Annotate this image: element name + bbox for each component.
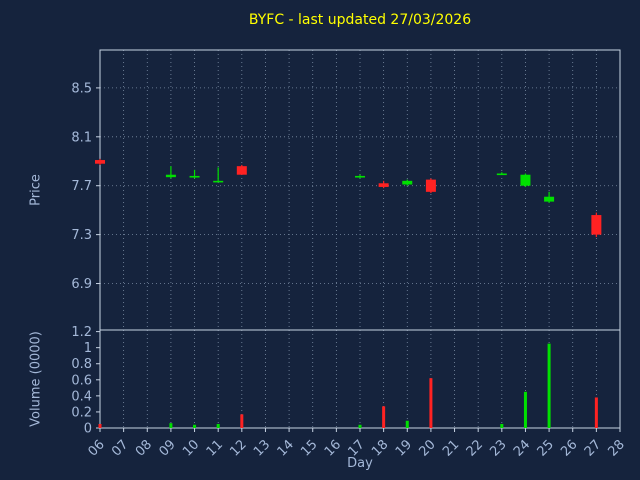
- volume-bar-day-17: [358, 424, 362, 428]
- day-tick-label: 09: [156, 437, 178, 459]
- candle-day-17: [355, 174, 365, 179]
- volume-tick-label: 0: [84, 422, 92, 437]
- day-axis-label: Day: [347, 456, 373, 471]
- price-tick-label: 8.5: [71, 81, 92, 96]
- candle-body: [544, 196, 555, 202]
- candle-day-18: [378, 180, 389, 189]
- volume-tick-label: 1: [84, 341, 92, 356]
- day-tick-label: 10: [180, 437, 202, 459]
- candle-day-10: [189, 169, 200, 179]
- candle-day-6: [95, 158, 105, 165]
- day-tick-label: 11: [204, 437, 226, 459]
- volume-tick-label: 0.2: [71, 405, 92, 420]
- day-tick-label: 17: [346, 437, 368, 459]
- candle-day-25: [544, 191, 555, 203]
- candle-body: [236, 166, 247, 175]
- price-tick-label: 7.3: [71, 228, 92, 243]
- volume-tick-label: 0.6: [71, 373, 92, 388]
- candle-day-19: [402, 179, 413, 186]
- candle-body: [95, 160, 105, 164]
- day-tick-label: 06: [86, 437, 108, 459]
- price-tick-label: 7.7: [71, 179, 92, 194]
- day-tick-label: 20: [416, 437, 438, 459]
- volume-bar-day-23: [500, 423, 504, 428]
- day-tick-label: 27: [582, 437, 604, 459]
- day-tick-label: 08: [133, 437, 155, 459]
- day-tick-label: 12: [227, 437, 249, 459]
- candle-body: [496, 173, 507, 176]
- day-tick-label: 18: [369, 437, 391, 459]
- candle-day-9: [165, 166, 176, 179]
- volume-tick-label: 0.4: [71, 389, 92, 404]
- day-tick-label: 16: [322, 437, 344, 459]
- candle-body: [378, 183, 389, 187]
- volume-bar-day-10: [193, 424, 197, 428]
- candle-body: [520, 174, 531, 186]
- volume-bar-day-25: [547, 343, 551, 428]
- volume-bar-day-11: [216, 423, 220, 428]
- candle-body: [213, 180, 224, 183]
- price-tick-label: 6.9: [71, 277, 92, 292]
- candle-day-23: [496, 172, 507, 176]
- day-tick-label: 07: [109, 437, 131, 459]
- volume-bar-day-24: [523, 391, 527, 428]
- volume-bar-day-6: [98, 423, 102, 428]
- chart-title: BYFC - last updated 27/03/2026: [248, 12, 472, 28]
- volume-bar-day-20: [429, 378, 433, 428]
- volume-tick-label: 1.2: [71, 325, 92, 340]
- candle-body: [165, 174, 176, 178]
- candle-day-20: [425, 178, 436, 194]
- volume-bar-day-19: [405, 420, 409, 428]
- candle-body: [355, 175, 365, 178]
- candle-body: [402, 180, 413, 185]
- day-tick-label: 14: [275, 437, 297, 459]
- volume-panel-frame: [99, 329, 621, 429]
- volume-bar-day-18: [382, 406, 386, 428]
- day-tick-label: 25: [535, 437, 557, 459]
- day-tick-label: 28: [606, 437, 628, 459]
- volume-bar-day-9: [169, 423, 173, 428]
- candle-body: [591, 215, 602, 235]
- volume-bar-day-27: [594, 397, 598, 428]
- candle-body: [425, 179, 436, 192]
- price-tick-label: 8.1: [71, 130, 92, 145]
- day-tick-label: 15: [298, 437, 320, 459]
- day-tick-label: 26: [558, 437, 580, 459]
- candle-day-11: [213, 167, 224, 183]
- day-tick-label: 22: [464, 437, 486, 459]
- candle-day-12: [236, 164, 247, 175]
- candle-body: [189, 175, 200, 178]
- candle-day-24: [520, 173, 531, 187]
- candle-day-27: [591, 212, 602, 238]
- day-tick-label: 19: [393, 437, 415, 459]
- volume-tick-label: 0.8: [71, 357, 92, 372]
- day-tick-label: 23: [487, 437, 509, 459]
- volume-bar-day-12: [240, 414, 244, 428]
- day-tick-label: 13: [251, 437, 273, 459]
- day-tick-label: 24: [511, 437, 533, 459]
- day-tick-label: 21: [440, 437, 462, 459]
